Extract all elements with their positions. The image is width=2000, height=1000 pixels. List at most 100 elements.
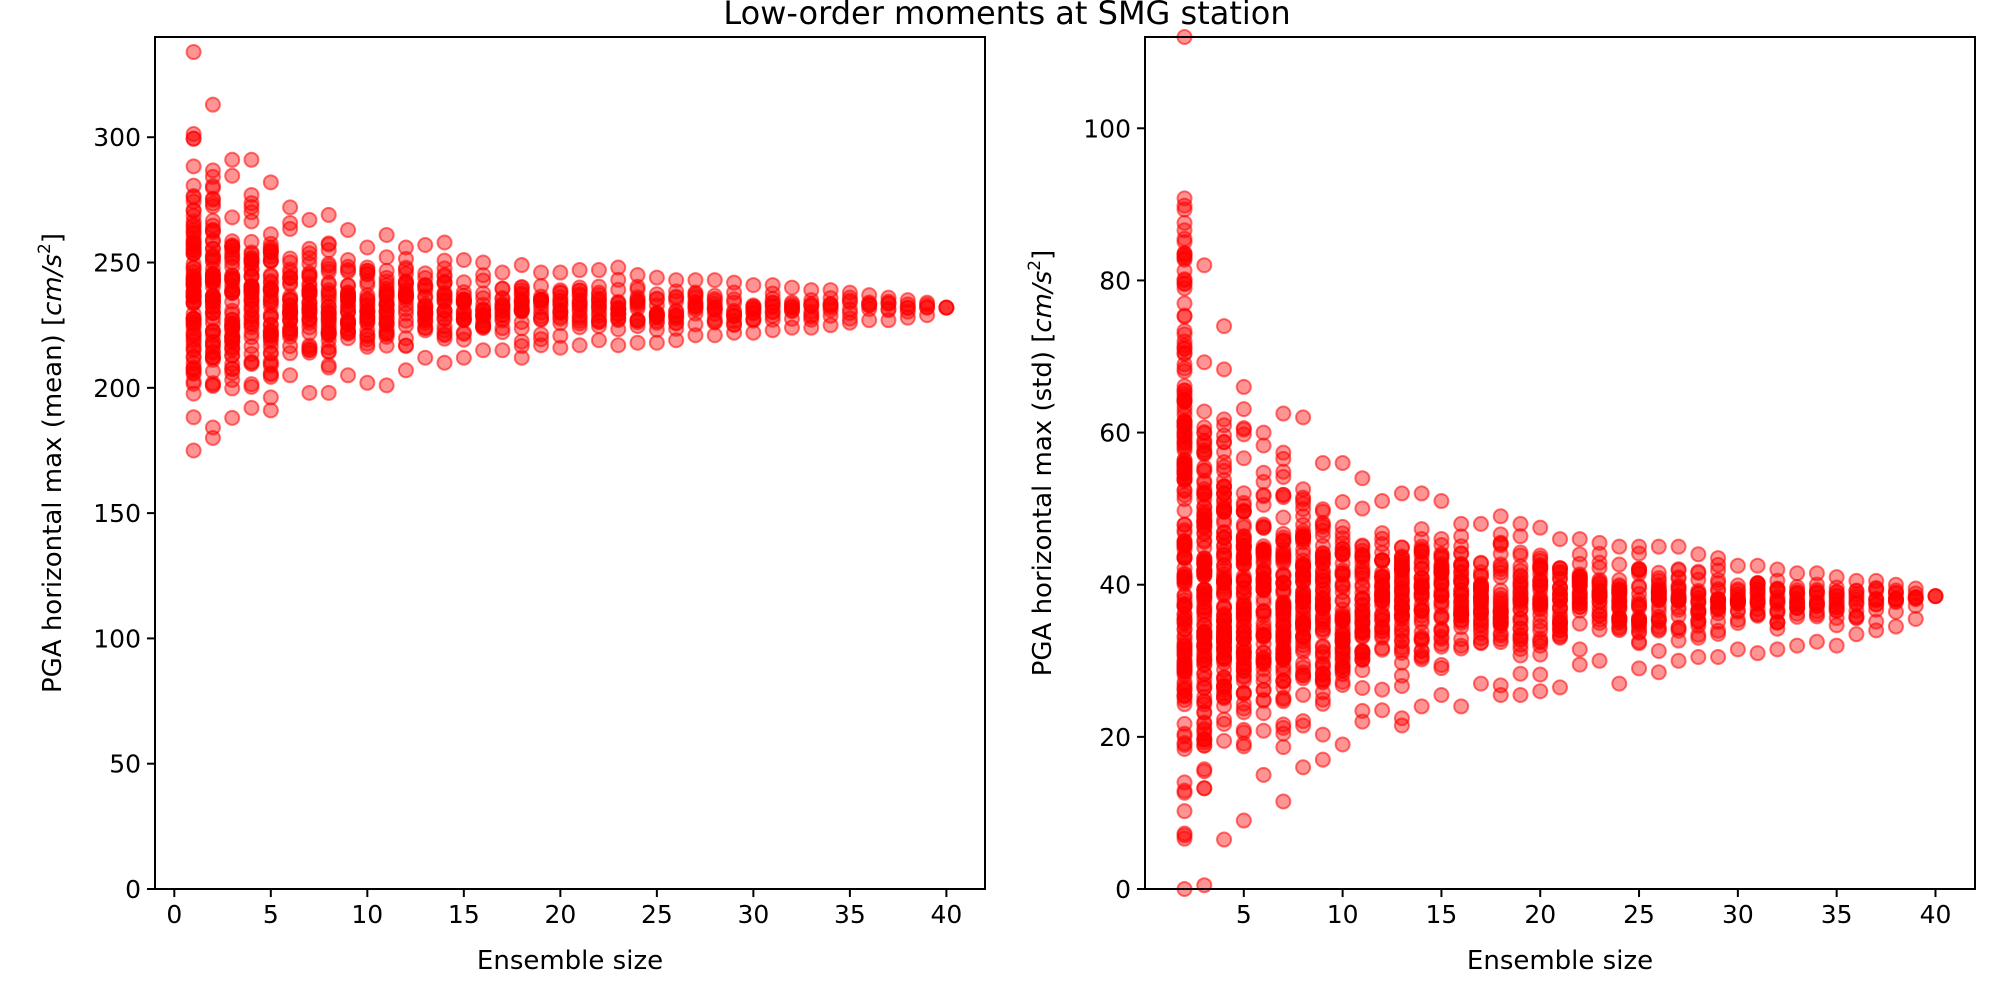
mean-data-point (204, 96, 221, 113)
std-data-point (1334, 626, 1351, 643)
std-data-point (1571, 576, 1588, 593)
std-data-point (1295, 759, 1312, 776)
std-data-point (1512, 647, 1529, 664)
std-data-point (1176, 715, 1193, 732)
std-data-point (1710, 625, 1727, 642)
std-data-point (1255, 602, 1272, 619)
mean-data-point (436, 252, 453, 269)
std-x-tick-label: 30 (1722, 900, 1754, 929)
mean-data-point (320, 289, 337, 306)
std-data-point (1176, 222, 1193, 239)
mean-data-point (822, 290, 839, 307)
mean-data-point (359, 335, 376, 352)
std-data-point (1196, 257, 1213, 274)
std-data-point (1176, 830, 1193, 847)
mean-data-point (648, 269, 665, 286)
std-data-point (1690, 604, 1707, 621)
mean-data-point (301, 240, 318, 257)
std-data-point (1552, 579, 1568, 596)
std-data-point (1235, 378, 1252, 395)
mean-data-point (475, 316, 492, 333)
std-data-point (1176, 637, 1193, 654)
std-data-point (1710, 581, 1727, 598)
std-data-point (1354, 605, 1371, 622)
std-data-point (1216, 472, 1233, 489)
mean-data-point (513, 337, 530, 354)
mean-data-point (533, 299, 550, 316)
std-data-point (1512, 515, 1529, 532)
std-data-point (1176, 663, 1193, 680)
std-data-point (1413, 531, 1430, 548)
std-data-point (1552, 610, 1568, 627)
std-data-point (1413, 698, 1430, 715)
std-data-point (1255, 519, 1272, 536)
mean-data-point (204, 168, 221, 185)
std-data-point (1314, 537, 1331, 554)
std-data-point (1927, 588, 1944, 605)
std-data-point (1295, 491, 1312, 508)
std-data-point (1216, 650, 1233, 667)
std-data-point (1176, 573, 1193, 590)
mean-data-point (880, 300, 897, 317)
mean-data-point (204, 419, 221, 436)
mean-data-point (204, 260, 221, 277)
std-data-point (1393, 606, 1410, 623)
std-data-point (1334, 644, 1351, 661)
std-data-point (1354, 549, 1371, 566)
mean-data-point (262, 174, 279, 191)
mean-data-point (185, 213, 202, 230)
std-data-point (1710, 605, 1727, 622)
std-data-point (1216, 612, 1233, 629)
std-data-point (1314, 516, 1331, 533)
std-data-point (1176, 825, 1193, 842)
std-y-axis-ticks: 0 20 40 60 80 100 (1083, 114, 1145, 904)
mean-data-point (475, 285, 492, 302)
mean-data-point (204, 217, 221, 234)
std-data-point (1275, 405, 1292, 422)
std-data-point (1887, 618, 1904, 635)
mean-data-point (648, 286, 665, 303)
std-data-point (1532, 646, 1549, 663)
mean-data-point (185, 259, 202, 276)
std-y-tick-label: 20 (1099, 723, 1131, 752)
mean-data-point (610, 337, 627, 354)
mean-data-point (204, 363, 221, 380)
std-data-point (1354, 702, 1371, 719)
std-data-point (1255, 437, 1272, 454)
std-data-point (1532, 613, 1549, 630)
std-data-point (1275, 739, 1292, 756)
mean-data-point (282, 274, 299, 291)
std-data-point (1453, 574, 1470, 591)
std-y-tick-label: 40 (1099, 571, 1131, 600)
std-data-point (1413, 485, 1430, 502)
mean-x-tick-label: 5 (263, 900, 279, 929)
mean-data-point (243, 233, 260, 250)
std-data-point (1631, 616, 1648, 633)
std-data-point (1808, 565, 1825, 582)
std-data-point (1907, 585, 1924, 602)
std-data-point (1176, 533, 1193, 550)
mean-data-point (282, 338, 299, 355)
mean-data-point (224, 209, 241, 226)
std-data-point (1670, 652, 1687, 669)
mean-x-tick-label: 0 (166, 900, 182, 929)
std-data-point (1433, 493, 1450, 510)
std-data-point (1314, 695, 1331, 712)
std-data-point (1196, 564, 1213, 581)
std-data-point (1453, 585, 1470, 602)
std-data-point (1512, 601, 1529, 618)
std-plot-frame (1144, 36, 1976, 890)
std-data-point (1235, 450, 1252, 467)
std-data-point (1532, 558, 1549, 575)
std-data-point (1472, 630, 1489, 647)
std-data-point (1650, 583, 1667, 600)
std-data-point (1631, 633, 1648, 650)
mean-data-point (282, 320, 299, 337)
mean-x-tick-label: 35 (834, 900, 866, 929)
mean-data-point (340, 258, 357, 275)
std-data-point (1334, 525, 1351, 542)
mean-data-point (552, 264, 569, 281)
mean-data-point (243, 399, 260, 416)
std-data-point (1492, 568, 1509, 585)
std-data-point (1690, 563, 1707, 580)
